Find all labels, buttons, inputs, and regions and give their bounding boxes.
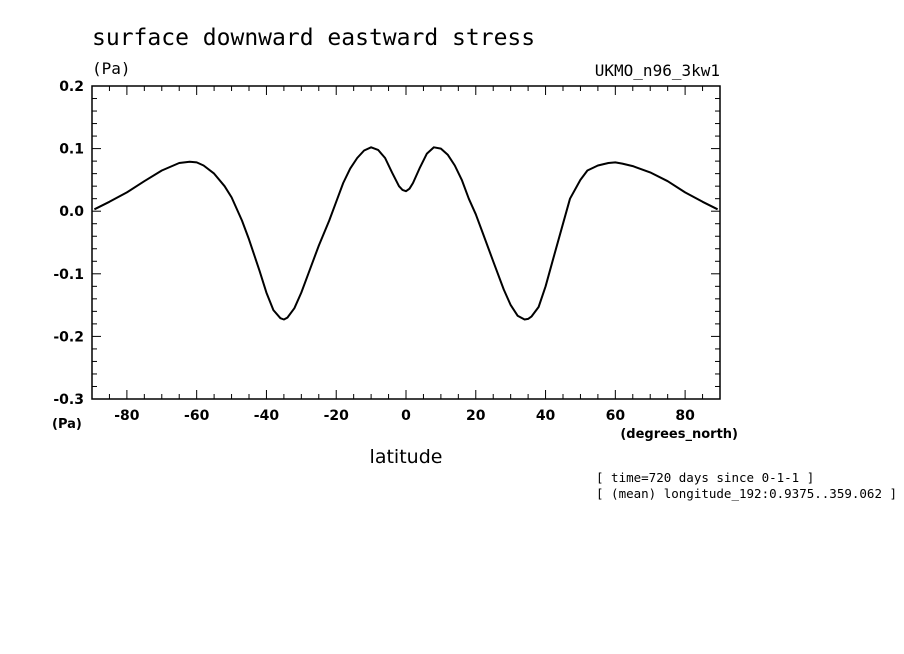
plot-frame: [91, 85, 721, 400]
x-tick-label: 40: [536, 408, 556, 424]
x-tick-label: -80: [114, 408, 140, 424]
x-axis-units: (degrees_north): [620, 427, 738, 442]
data-line: [93, 146, 719, 321]
model-label: UKMO_n96_3kw1: [595, 61, 720, 80]
x-tick-label: 0: [401, 408, 411, 424]
time-note: [ time=720 days since 0-1-1 ]: [596, 470, 814, 485]
tick-marks: [91, 85, 721, 400]
y-tick-label: 0.1: [59, 142, 84, 158]
x-tick-labels: -80 -60 -40 -20 0 20 40 60 80: [114, 408, 695, 424]
y-tick-label: -0.2: [53, 329, 84, 345]
x-tick-label: 80: [675, 408, 695, 424]
x-tick-label: -20: [324, 408, 350, 424]
chart-title: surface downward eastward stress: [92, 25, 535, 51]
x-tick-label: 20: [466, 408, 486, 424]
y-tick-label: -0.1: [53, 267, 84, 283]
x-tick-label: -60: [184, 408, 210, 424]
longitude-note: [ (mean) longitude_192:0.9375..359.062 ]: [596, 486, 897, 501]
y-units-label: (Pa): [92, 59, 131, 78]
x-axis-label: latitude: [370, 446, 443, 468]
y-tick-label: 0.2: [59, 79, 84, 95]
x-tick-label: -40: [254, 408, 280, 424]
y-tick-label: -0.3: [53, 392, 84, 408]
y-tick-labels: 0.2 0.1 0.0 -0.1 -0.2 -0.3: [53, 79, 84, 408]
x-tick-label: 60: [606, 408, 626, 424]
x-units-label: (Pa): [52, 417, 82, 432]
y-tick-label: 0.0: [59, 204, 84, 220]
